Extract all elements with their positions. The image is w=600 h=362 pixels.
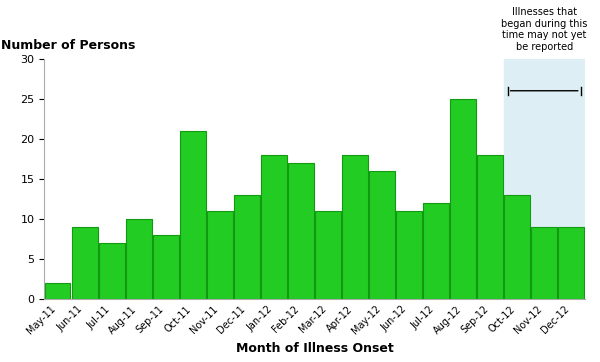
Bar xyxy=(369,171,395,299)
Bar xyxy=(423,203,449,299)
Bar xyxy=(503,59,585,299)
Bar xyxy=(315,211,341,299)
Text: Number of Persons: Number of Persons xyxy=(1,39,135,52)
Bar xyxy=(72,227,98,299)
Bar xyxy=(99,243,125,299)
X-axis label: Month of Illness Onset: Month of Illness Onset xyxy=(236,342,394,355)
Bar xyxy=(477,155,503,299)
Bar xyxy=(396,211,422,299)
Bar xyxy=(261,155,287,299)
Text: Illnesses that
began during this
time may not yet
be reported: Illnesses that began during this time ma… xyxy=(501,7,587,52)
Bar xyxy=(505,195,530,299)
Bar xyxy=(126,219,152,299)
Bar xyxy=(234,195,260,299)
Bar xyxy=(532,227,557,299)
Bar xyxy=(180,131,206,299)
Bar xyxy=(45,283,70,299)
Bar xyxy=(450,99,476,299)
Bar xyxy=(559,227,584,299)
Bar xyxy=(342,155,368,299)
Bar xyxy=(288,163,314,299)
Bar xyxy=(153,235,179,299)
Bar xyxy=(207,211,233,299)
